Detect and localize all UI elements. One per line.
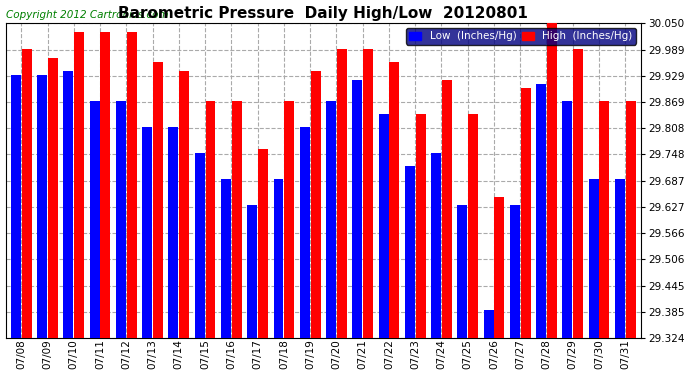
Bar — [457, 206, 467, 338]
Bar — [431, 153, 441, 338]
Bar — [415, 114, 426, 338]
Bar — [547, 23, 557, 338]
Bar — [127, 32, 137, 338]
Bar — [153, 62, 163, 338]
Bar — [206, 101, 215, 338]
Bar — [101, 32, 110, 338]
Bar — [37, 75, 47, 338]
Bar — [405, 166, 415, 338]
Bar — [11, 75, 21, 338]
Bar — [600, 101, 609, 338]
Bar — [536, 84, 546, 338]
Bar — [168, 127, 179, 338]
Bar — [484, 309, 493, 338]
Bar — [299, 127, 310, 338]
Bar — [326, 101, 336, 338]
Bar — [232, 101, 241, 338]
Bar — [389, 62, 400, 338]
Bar — [21, 49, 32, 338]
Bar — [48, 58, 58, 338]
Bar — [562, 101, 572, 338]
Text: Copyright 2012 Cartronics.com: Copyright 2012 Cartronics.com — [6, 10, 169, 20]
Bar — [63, 71, 73, 338]
Bar — [195, 153, 205, 338]
Bar — [379, 114, 388, 338]
Bar — [589, 179, 599, 338]
Bar — [258, 149, 268, 338]
Bar — [310, 71, 321, 338]
Bar — [142, 127, 152, 338]
Bar — [626, 101, 635, 338]
Bar — [116, 101, 126, 338]
Bar — [494, 197, 504, 338]
Bar — [353, 80, 362, 338]
Bar — [468, 114, 478, 338]
Bar — [573, 49, 583, 338]
Bar — [75, 32, 84, 338]
Bar — [90, 101, 99, 338]
Bar — [442, 80, 452, 338]
Bar — [615, 179, 625, 338]
Bar — [273, 179, 284, 338]
Title: Barometric Pressure  Daily High/Low  20120801: Barometric Pressure Daily High/Low 20120… — [119, 6, 529, 21]
Bar — [363, 49, 373, 338]
Legend: Low  (Inches/Hg), High  (Inches/Hg): Low (Inches/Hg), High (Inches/Hg) — [406, 28, 635, 45]
Bar — [179, 71, 189, 338]
Bar — [337, 49, 347, 338]
Bar — [521, 88, 531, 338]
Bar — [247, 206, 257, 338]
Bar — [284, 101, 294, 338]
Bar — [510, 206, 520, 338]
Bar — [221, 179, 231, 338]
